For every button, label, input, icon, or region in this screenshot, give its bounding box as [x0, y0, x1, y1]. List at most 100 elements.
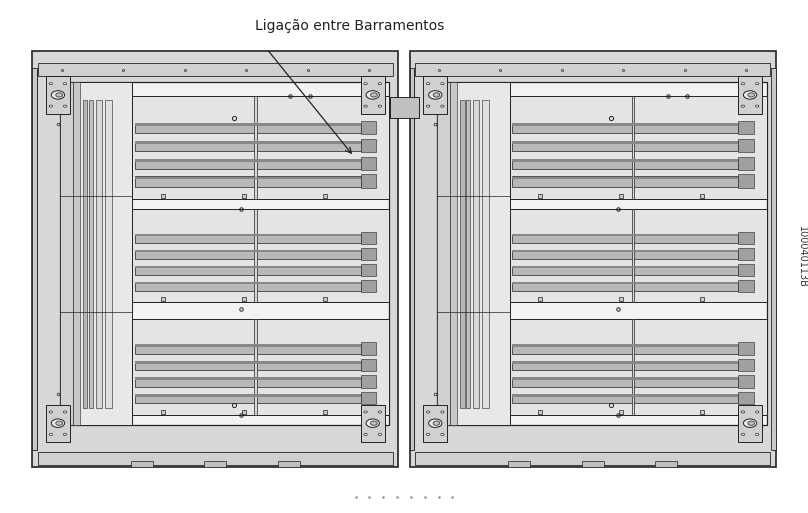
Bar [135, 266, 361, 275]
Circle shape [755, 83, 759, 85]
Bar [739, 174, 754, 188]
Circle shape [748, 421, 755, 425]
Bar [473, 100, 479, 408]
Bar [739, 359, 754, 371]
Bar [361, 248, 377, 260]
Bar [131, 461, 153, 467]
Bar [361, 139, 377, 152]
Bar [255, 319, 257, 415]
Bar [512, 282, 739, 291]
Bar [135, 361, 361, 370]
Bar [135, 394, 361, 403]
Bar [512, 250, 739, 252]
Bar [512, 266, 739, 268]
Bar [410, 51, 776, 467]
Circle shape [378, 411, 381, 413]
Bar [390, 97, 419, 118]
Circle shape [49, 83, 53, 85]
Bar [204, 461, 226, 467]
Circle shape [63, 411, 67, 413]
Bar [512, 176, 739, 187]
Circle shape [364, 83, 368, 85]
Bar [461, 100, 465, 408]
Bar [739, 156, 754, 170]
Bar [135, 123, 361, 126]
Bar [361, 264, 377, 275]
Circle shape [428, 419, 442, 427]
Bar [437, 83, 767, 425]
Bar [512, 394, 739, 397]
Circle shape [427, 411, 430, 413]
Bar [437, 83, 450, 425]
Bar [512, 123, 739, 126]
Circle shape [366, 419, 380, 427]
Bar [135, 378, 361, 380]
Circle shape [741, 105, 745, 107]
Bar [739, 76, 762, 113]
Bar [135, 344, 361, 354]
Bar [739, 264, 754, 275]
Bar [415, 63, 770, 76]
Circle shape [440, 433, 444, 436]
Bar [32, 68, 36, 450]
Bar [73, 83, 80, 425]
Text: Ligação entre Barramentos: Ligação entre Barramentos [255, 19, 444, 33]
Bar [582, 461, 604, 467]
Bar [135, 394, 361, 397]
Circle shape [49, 105, 53, 107]
Circle shape [427, 83, 430, 85]
Bar [96, 100, 102, 408]
Bar [361, 280, 377, 292]
Bar [772, 68, 776, 450]
Bar [512, 159, 739, 162]
Circle shape [366, 91, 380, 99]
Circle shape [743, 91, 757, 99]
Bar [133, 209, 389, 302]
Bar [135, 361, 361, 364]
Circle shape [49, 433, 53, 436]
Circle shape [56, 421, 62, 425]
Bar [632, 96, 634, 199]
Bar [361, 376, 377, 388]
Bar [512, 361, 739, 370]
Bar [135, 123, 361, 133]
Bar [135, 141, 361, 144]
Bar [135, 159, 361, 169]
Circle shape [63, 83, 67, 85]
Bar [512, 233, 739, 243]
Bar [135, 250, 361, 252]
Bar [512, 361, 739, 364]
Bar [512, 123, 739, 133]
Circle shape [371, 421, 377, 425]
Bar [410, 68, 414, 450]
Bar [508, 461, 530, 467]
Bar [512, 344, 739, 354]
Bar [510, 209, 767, 302]
Bar [510, 96, 767, 199]
Bar [632, 319, 634, 415]
Bar [361, 232, 377, 244]
Circle shape [440, 83, 444, 85]
Circle shape [364, 105, 368, 107]
Bar [361, 76, 385, 113]
Bar [512, 234, 739, 236]
Circle shape [741, 411, 745, 413]
Circle shape [63, 433, 67, 436]
Bar [135, 159, 361, 162]
Bar [361, 392, 377, 404]
Circle shape [378, 105, 381, 107]
Bar [135, 234, 361, 236]
Circle shape [428, 91, 442, 99]
Bar [60, 83, 389, 425]
Circle shape [378, 83, 381, 85]
Bar [466, 100, 470, 408]
Bar [739, 280, 754, 292]
Bar [423, 404, 447, 442]
Bar [133, 319, 389, 415]
Circle shape [427, 105, 430, 107]
Circle shape [440, 105, 444, 107]
Circle shape [741, 83, 745, 85]
Circle shape [427, 433, 430, 436]
Bar [135, 233, 361, 243]
Bar [135, 282, 361, 284]
